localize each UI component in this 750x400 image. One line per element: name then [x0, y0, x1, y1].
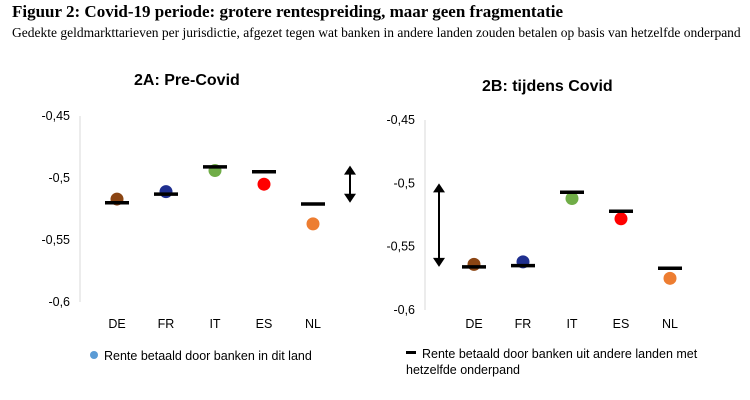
chart-a-ytick-label: -0,45 [42, 109, 71, 123]
chart-a-xtick-label: DE [108, 317, 125, 331]
chart-b-dot-point [663, 271, 677, 285]
chart-b-ytick-label: -0,45 [387, 113, 416, 127]
figure-subtitle: Gedekte geldmarkttarieven per jurisdicti… [12, 25, 741, 40]
chart-a-dot-point [257, 177, 271, 191]
chart-b-dot-point [467, 257, 481, 271]
chart-a-ytick-label: -0,5 [48, 171, 70, 185]
legend-dot-icon [90, 351, 98, 359]
chart-b-dot-point [565, 192, 579, 206]
chart-a-xtick-label: IT [209, 317, 220, 331]
chart-b-ytick-label: -0,6 [393, 303, 415, 317]
chart-a-xtick-label: FR [158, 317, 175, 331]
chart-b-range-arrow-head-down [433, 257, 445, 267]
chart-b-ytick-label: -0,5 [393, 176, 415, 190]
chart-a-range-arrow-head-down [344, 193, 356, 203]
chart-b-ytick-label: -0,55 [387, 240, 416, 254]
chart-a-ytick-label: -0,55 [42, 233, 71, 247]
chart-b-dot-point [614, 212, 628, 226]
chart-b-range-arrow-head-up [433, 183, 445, 193]
chart-a-dot-point [306, 217, 320, 231]
legend-dash-item: Rente betaald door banken uit andere lan… [406, 346, 736, 378]
figure-title: Figuur 2: Covid-19 periode: grotere rent… [12, 2, 563, 21]
legend-dash-icon [406, 351, 416, 354]
chart-a-range-arrow-head-up [344, 165, 356, 175]
chart-b-xtick-label: FR [515, 317, 532, 331]
chart-b-xtick-label: IT [566, 317, 577, 331]
legend-dot-label: Rente betaald door banken in dit land [104, 349, 312, 363]
chart-a-title: 2A: Pre-Covid [134, 72, 240, 89]
legend-dash-label: Rente betaald door banken uit andere lan… [406, 347, 698, 377]
legend-dot-item: Rente betaald door banken in dit land [90, 348, 312, 364]
chart-b-xtick-label: NL [662, 317, 678, 331]
chart-a-ytick-label: -0,6 [48, 295, 70, 309]
chart-b-xtick-label: DE [465, 317, 482, 331]
chart-b-xtick-label: ES [613, 317, 630, 331]
chart-a-xtick-label: ES [256, 317, 273, 331]
chart-b-title: 2B: tijdens Covid [482, 78, 613, 95]
chart-a-xtick-label: NL [305, 317, 321, 331]
